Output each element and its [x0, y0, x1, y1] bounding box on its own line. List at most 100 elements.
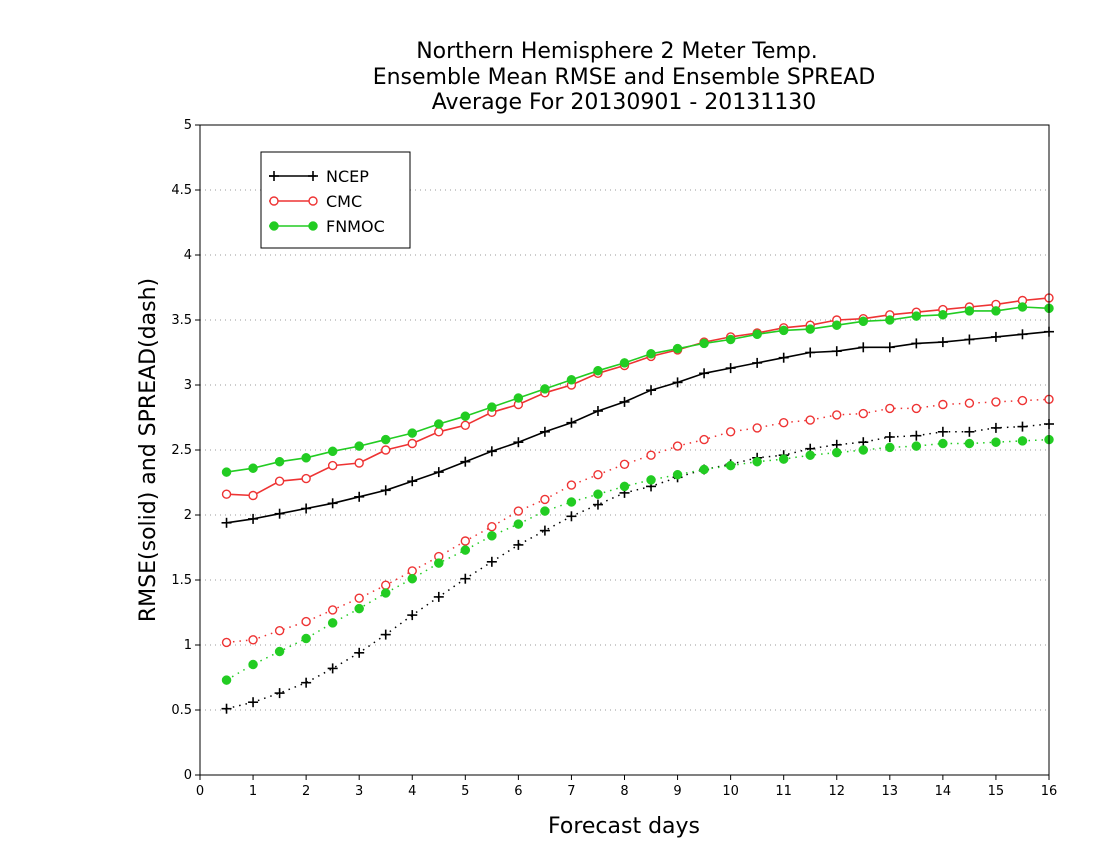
data-point-cmc-spread	[540, 494, 550, 505]
data-point-fnmoc-rmse	[991, 306, 1001, 316]
series-line-ncep-spread	[226, 423, 1050, 710]
data-point-fnmoc-rmse	[380, 434, 391, 445]
data-point-ncep-spread	[460, 573, 471, 584]
data-point-fnmoc-rmse	[699, 338, 709, 349]
data-point-ncep-spread	[433, 591, 444, 602]
data-point-ncep-rmse	[699, 368, 710, 379]
legend-label: NCEP	[326, 167, 369, 186]
data-point-cmc-rmse	[274, 476, 285, 486]
chart-title-line-3: Average For 20130901 - 20131130	[432, 90, 817, 115]
x-tick-label: 12	[828, 784, 845, 799]
data-point-fnmoc-rmse	[832, 320, 842, 330]
data-point-fnmoc-spread	[407, 573, 417, 584]
data-point-cmc-spread	[646, 450, 656, 460]
data-point-ncep-spread	[1017, 421, 1028, 432]
y-tick-label: 4	[184, 248, 192, 263]
data-point-fnmoc-spread	[778, 454, 789, 464]
data-point-ncep-rmse	[990, 331, 1001, 342]
data-point-fnmoc-rmse	[327, 446, 338, 457]
y-tick-label: 3	[184, 378, 192, 393]
data-point-fnmoc-rmse	[752, 329, 762, 340]
data-point-fnmoc-spread	[619, 481, 630, 492]
data-point-cmc-spread	[619, 459, 630, 469]
data-point-fnmoc-spread	[646, 475, 656, 485]
data-point-fnmoc-spread	[327, 618, 338, 628]
data-point-ncep-rmse	[831, 346, 842, 357]
data-point-cmc-spread	[381, 580, 391, 590]
data-point-fnmoc-spread	[566, 497, 577, 507]
data-point-ncep-spread	[327, 663, 338, 674]
data-point-cmc-spread	[354, 593, 364, 603]
data-point-fnmoc-rmse	[938, 310, 948, 320]
data-point-ncep-rmse	[619, 396, 630, 407]
data-point-fnmoc-spread	[699, 464, 709, 475]
data-point-ncep-rmse	[805, 347, 816, 358]
data-point-ncep-rmse	[672, 377, 683, 388]
data-point-ncep-rmse	[592, 406, 603, 416]
data-point-ncep-rmse	[248, 513, 259, 524]
data-point-cmc-spread	[911, 403, 922, 414]
data-point-ncep-rmse	[486, 446, 497, 457]
x-tick-label: 4	[408, 784, 416, 799]
legend: NCEP CMC FNMOC	[260, 151, 411, 249]
y-tick-label: 0	[184, 768, 192, 783]
data-point-fnmoc-spread	[752, 456, 762, 467]
data-point-cmc-spread	[327, 605, 338, 615]
x-tick-label: 10	[722, 784, 739, 799]
data-point-fnmoc-spread	[593, 489, 603, 499]
data-point-fnmoc-spread	[513, 519, 524, 529]
legend-label: FNMOC	[326, 217, 385, 236]
data-point-cmc-spread	[487, 522, 497, 532]
data-point-ncep-spread	[964, 426, 975, 437]
data-point-fnmoc-spread	[672, 469, 683, 480]
x-tick-label: 14	[935, 784, 952, 799]
series-line-fnmoc-rmse	[226, 306, 1050, 473]
data-point-fnmoc-rmse	[513, 393, 524, 403]
data-point-cmc-spread	[805, 415, 815, 425]
data-point-cmc-spread	[566, 480, 577, 490]
data-point-fnmoc-rmse	[487, 402, 497, 412]
data-point-fnmoc-rmse	[221, 467, 232, 477]
data-point-fnmoc-rmse	[619, 358, 630, 368]
data-point-fnmoc-spread	[832, 447, 842, 458]
x-tick-label: 7	[567, 784, 575, 799]
data-point-ncep-spread	[990, 422, 1001, 433]
data-point-fnmoc-rmse	[1017, 302, 1028, 312]
data-point-cmc-spread	[752, 423, 762, 433]
chart-title-line-1: Northern Hemisphere 2 Meter Temp.	[416, 39, 818, 64]
y-tick-label: 3.5	[171, 313, 192, 328]
data-point-fnmoc-spread	[221, 675, 232, 685]
data-point-cmc-rmse	[381, 445, 391, 455]
data-point-fnmoc-spread	[805, 450, 815, 460]
data-point-fnmoc-rmse	[301, 453, 311, 463]
data-point-cmc-spread	[885, 403, 895, 414]
legend-item-ncep: NCEP	[269, 167, 369, 186]
data-point-ncep-rmse	[884, 342, 895, 353]
data-point-fnmoc-spread	[487, 531, 497, 541]
data-point-cmc-rmse	[301, 473, 311, 484]
data-point-fnmoc-rmse	[964, 306, 975, 316]
data-point-cmc-spread	[699, 434, 709, 445]
data-point-fnmoc-rmse	[274, 456, 285, 467]
data-point-fnmoc-spread	[885, 442, 895, 453]
data-point-ncep-rmse	[354, 491, 365, 502]
data-point-cmc-rmse	[354, 458, 364, 468]
data-point-fnmoc-rmse	[460, 411, 471, 421]
data-point-fnmoc-rmse	[646, 349, 656, 359]
y-tick-label: 4.5	[171, 183, 192, 198]
data-point-ncep-rmse	[433, 467, 444, 478]
y-tick-label: 5	[184, 118, 192, 133]
data-point-fnmoc-rmse	[672, 343, 683, 354]
data-point-ncep-rmse	[380, 485, 391, 496]
legend-marker	[269, 171, 279, 181]
data-point-cmc-rmse	[434, 427, 444, 437]
series-ncep-rmse	[221, 326, 1054, 528]
data-point-ncep-rmse	[646, 385, 657, 396]
plot-series	[221, 293, 1054, 714]
legend-label: CMC	[326, 192, 362, 211]
data-point-ncep-rmse	[725, 363, 736, 374]
data-point-cmc-spread	[964, 398, 975, 408]
data-point-cmc-spread	[301, 616, 311, 627]
data-point-fnmoc-spread	[301, 633, 311, 644]
data-point-cmc-spread	[513, 506, 524, 516]
